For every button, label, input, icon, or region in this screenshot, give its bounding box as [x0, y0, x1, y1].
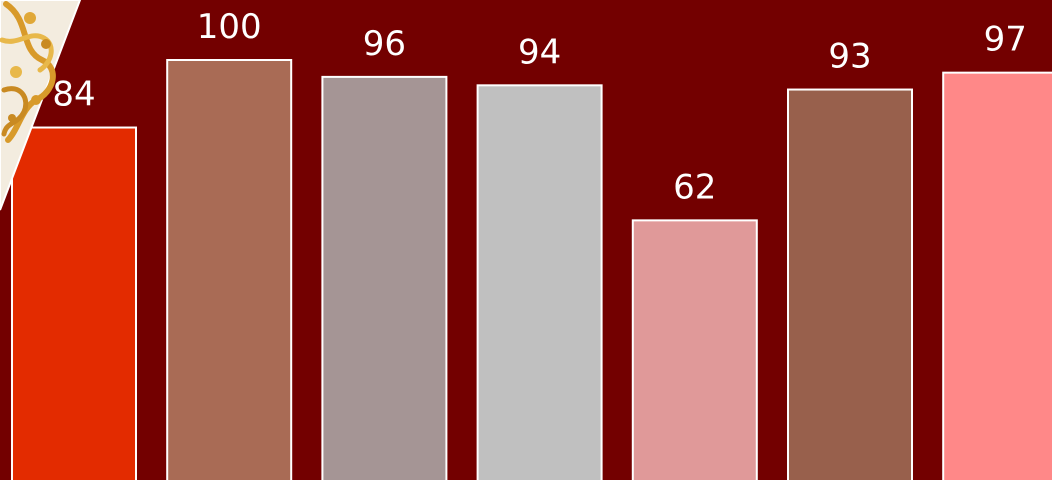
data-label-4: 94	[518, 32, 561, 72]
bars-layer	[11, 59, 1052, 480]
data-label-5: 62	[673, 167, 716, 207]
bar-6	[787, 88, 913, 480]
bar-2	[166, 59, 293, 480]
bar-1	[11, 126, 137, 480]
bar-4	[476, 84, 603, 480]
bar-5	[631, 219, 758, 480]
data-label-1: 84	[52, 75, 95, 115]
bar-3	[321, 75, 448, 480]
data-label-7: 97	[984, 20, 1027, 60]
data-labels-layer: 84 100 96 94 62 93 97	[52, 7, 1026, 207]
gold-swirl-ornament-icon	[0, 0, 82, 211]
data-label-3: 96	[363, 24, 406, 64]
data-label-2: 100	[197, 7, 262, 47]
bar-7	[942, 71, 1052, 480]
data-label-6: 93	[828, 37, 871, 77]
